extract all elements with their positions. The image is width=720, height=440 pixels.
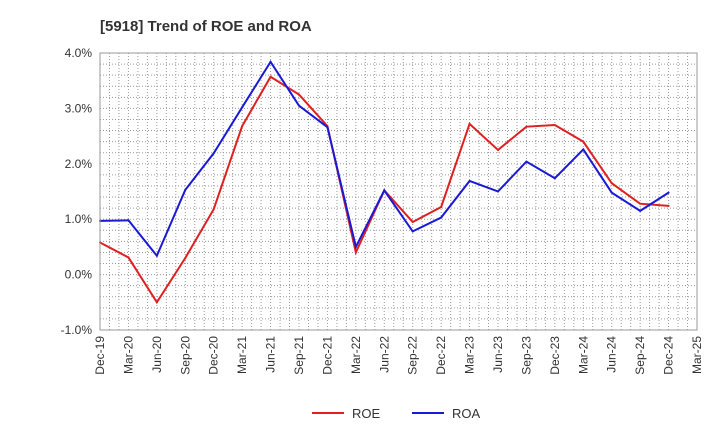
data-point-roa <box>354 245 357 248</box>
data-point-roe <box>468 122 471 125</box>
x-tick-label: Jun-20 <box>150 336 164 373</box>
data-point-roa <box>184 188 187 191</box>
x-tick-label: Sep-22 <box>406 336 420 375</box>
x-tick-label: Dec-21 <box>320 336 334 375</box>
data-point-roa <box>639 209 642 212</box>
data-point-roa <box>610 191 613 194</box>
x-tick-label: Mar-21 <box>235 336 249 374</box>
data-point-roa <box>269 60 272 63</box>
data-point-roe <box>639 202 642 205</box>
x-tick-label: Mar-23 <box>463 336 477 374</box>
legend-label-roe: ROE <box>352 406 381 421</box>
x-tick-label: Mar-22 <box>349 336 363 374</box>
y-tick-label: 3.0% <box>65 101 93 115</box>
data-point-roe <box>411 220 414 223</box>
data-point-roa <box>127 219 130 222</box>
x-tick-label: Dec-20 <box>207 336 221 375</box>
data-point-roa <box>298 104 300 107</box>
data-point-roe <box>155 301 158 304</box>
legend-label-roa: ROA <box>452 406 481 421</box>
plot-frame <box>99 52 698 331</box>
data-point-roa <box>411 230 414 233</box>
x-tick-label: Dec-19 <box>93 336 107 375</box>
x-tick-label: Jun-21 <box>264 336 278 373</box>
data-point-roa <box>525 160 528 163</box>
data-point-roa <box>497 190 499 193</box>
data-point-roe <box>241 125 244 128</box>
data-point-roa <box>667 191 670 194</box>
x-tick-label: Dec-22 <box>434 336 448 375</box>
x-tick-label: Mar-25 <box>690 336 704 374</box>
data-point-roe <box>525 125 528 128</box>
y-tick-label: -1.0% <box>61 323 93 337</box>
x-tick-label: Mar-24 <box>576 336 590 374</box>
x-tick-label: Dec-24 <box>662 336 676 375</box>
chart-title: [5918] Trend of ROE and ROA <box>100 18 312 35</box>
x-tick-label: Sep-23 <box>519 336 533 375</box>
data-point-roa <box>326 126 329 129</box>
data-point-roa <box>212 152 215 155</box>
x-tick-label: Jun-22 <box>377 336 391 373</box>
legend: ROE ROA <box>312 406 481 421</box>
y-tick-label: 1.0% <box>65 212 93 226</box>
data-point-roa <box>241 106 244 109</box>
data-point-roe <box>298 93 300 96</box>
data-point-roa <box>155 254 158 257</box>
data-point-roe <box>667 204 670 207</box>
y-tick-label: 4.0% <box>65 46 93 60</box>
x-tick-label: Sep-20 <box>178 336 192 375</box>
x-tick-label: Dec-23 <box>548 336 562 375</box>
data-point-roe <box>610 182 613 185</box>
x-axis: Dec-19 Mar-20 Jun-20 Sep-20 Dec-20 Mar-21 Jun-… <box>93 336 704 375</box>
data-point-roe <box>127 256 130 259</box>
data-point-roa <box>582 148 585 151</box>
x-tick-label: Sep-24 <box>633 336 647 375</box>
data-point-roe <box>582 140 585 143</box>
y-tick-label: 0.0% <box>65 268 93 282</box>
data-point-roe <box>440 206 443 209</box>
x-tick-label: Sep-21 <box>292 336 306 375</box>
series-lines <box>99 60 670 305</box>
data-point-roa <box>553 177 556 180</box>
data-point-roe <box>212 208 215 211</box>
x-tick-label: Jun-23 <box>491 336 505 373</box>
data-point-roe <box>269 75 272 78</box>
y-axis: 4.0% 3.0% 2.0% 1.0% 0.0% -1.0% <box>61 46 93 337</box>
data-point-roe <box>553 124 556 127</box>
data-point-roe <box>184 256 187 259</box>
data-point-roe <box>497 148 499 151</box>
x-tick-label: Jun-24 <box>605 336 619 373</box>
data-point-roa <box>440 216 443 219</box>
data-point-roe <box>354 251 357 254</box>
gridlines <box>100 53 697 330</box>
x-tick-label: Mar-20 <box>121 336 135 374</box>
data-point-roa <box>383 189 386 192</box>
data-point-roa <box>468 179 471 182</box>
y-tick-label: 2.0% <box>65 157 93 171</box>
